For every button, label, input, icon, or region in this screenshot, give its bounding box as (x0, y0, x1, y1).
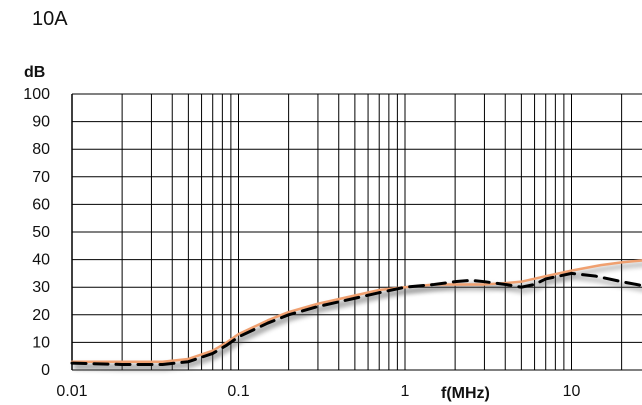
series-shadow-layer (73, 262, 642, 371)
x-axis-title: f(MHz) (441, 385, 490, 402)
x-tick-label: 0.01 (56, 383, 87, 400)
series-shadow-1 (74, 262, 642, 369)
x-tick-label: 1 (401, 383, 410, 400)
chart-grid (71, 93, 642, 371)
series-line-dashed (70, 271, 642, 366)
y-tick-label: 90 (32, 114, 50, 131)
y-tick-label: 60 (32, 196, 50, 213)
x-tick-label: 10 (563, 383, 581, 400)
y-tick-label: 100 (23, 86, 50, 103)
y-tick-label: 80 (32, 141, 50, 158)
y-tick-label: 70 (32, 169, 50, 186)
y-tick-label: 30 (32, 279, 50, 296)
x-tick-label: 0.1 (227, 383, 249, 400)
y-tick-label: 40 (32, 252, 50, 269)
y-tick-label: 50 (32, 224, 50, 241)
series-layer (70, 259, 642, 366)
y-tick-label: 0 (41, 362, 50, 379)
tick-labels: 0 10 20 30 40 50 60 70 80 90 100 0.01 0.1 1 10 (23, 86, 580, 400)
series-shadow-2 (73, 274, 642, 371)
series-line-solid (70, 259, 642, 363)
y-axis-title: dB (24, 64, 45, 81)
y-tick-label: 10 (32, 334, 50, 351)
y-tick-label: 20 (32, 307, 50, 324)
page-label: 10A (32, 8, 68, 30)
